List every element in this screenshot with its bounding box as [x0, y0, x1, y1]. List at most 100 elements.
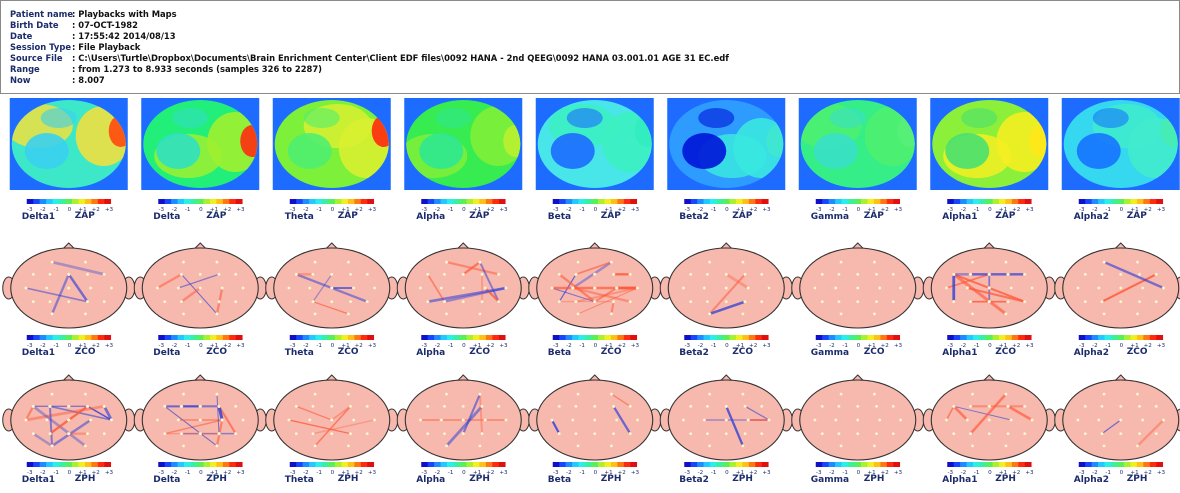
scale-tick: 0	[988, 343, 992, 349]
scale-swatch	[1123, 462, 1131, 467]
scale-swatch	[966, 335, 974, 340]
scale-tick: 0	[857, 470, 861, 476]
scale-swatch	[723, 462, 730, 467]
scale-swatch	[341, 199, 349, 204]
metric-label: ZAP	[995, 211, 1015, 221]
electrode	[872, 312, 877, 316]
electrode	[1022, 272, 1027, 277]
info-value: : 17:55:42 2014/08/13	[72, 31, 176, 41]
electrode	[162, 404, 167, 409]
connection-line	[479, 394, 483, 434]
scale-swatch	[998, 462, 1006, 467]
topographic-map	[930, 98, 1049, 190]
scale-swatch	[347, 462, 355, 467]
electrode	[635, 418, 640, 422]
scale-tick: +1	[604, 207, 613, 213]
electrode	[574, 299, 578, 304]
connectivity-head	[922, 242, 1056, 329]
scale-swatch	[434, 462, 441, 467]
scale-tick: -3	[553, 343, 559, 349]
scale-swatch	[716, 462, 724, 467]
scale-swatch	[229, 199, 237, 204]
scale-swatch	[684, 462, 692, 467]
electrode	[217, 404, 221, 409]
connection-line	[445, 405, 484, 447]
electrode	[1004, 260, 1008, 264]
electrode	[576, 444, 580, 448]
scale-tick: 0	[331, 470, 335, 476]
electrode	[504, 418, 508, 422]
scale-swatch	[597, 199, 605, 204]
scale-swatch	[761, 199, 769, 204]
scale-swatch	[947, 462, 955, 467]
electrode	[425, 431, 430, 436]
scale-swatch	[367, 199, 375, 204]
connectivity-head	[528, 242, 662, 329]
electrode	[1006, 431, 1010, 436]
connection-line	[427, 273, 446, 303]
color-scale: -3 -2 -1 0 +1 +2 +3 Alpha2 ZAP	[1074, 199, 1166, 222]
scale-swatch	[597, 462, 605, 467]
color-scale: -3 -2 -1 0 +1 +2 +3 Gamma ZAP	[811, 199, 903, 222]
scale-tick: 0	[725, 470, 729, 476]
scale-swatch	[735, 335, 743, 340]
electrode	[329, 286, 334, 290]
electrode	[872, 444, 877, 448]
scale-swatch	[960, 462, 967, 467]
scale-swatch	[815, 462, 823, 467]
electrode	[574, 404, 578, 409]
scale-tick: 0	[988, 470, 992, 476]
connectivity-head	[528, 374, 662, 461]
connection-line	[572, 286, 631, 303]
scale-swatch	[33, 199, 40, 204]
scale-tick: +3	[762, 343, 771, 349]
scale-tick: +3	[499, 207, 508, 213]
scale-tick: -1	[579, 207, 585, 213]
scale-tick: -3	[1079, 343, 1085, 349]
scale-tick: -2	[435, 343, 441, 349]
electrode	[233, 272, 238, 277]
electrode	[571, 286, 575, 290]
scale-tick: 0	[331, 343, 335, 349]
scale-swatch	[315, 335, 323, 340]
scale-swatch	[703, 462, 711, 467]
electrode	[891, 404, 896, 409]
band-label: Beta2	[679, 475, 709, 485]
scale-tick: -3	[947, 343, 953, 349]
scale-swatch	[992, 462, 1000, 467]
scale-swatch	[26, 199, 34, 204]
electrode	[461, 286, 466, 290]
scale-tick: -3	[421, 343, 427, 349]
scale-swatch	[703, 199, 711, 204]
topographic-map	[667, 98, 786, 190]
scale-swatch	[841, 462, 849, 467]
electrode	[707, 444, 712, 448]
color-scale: -3 -2 -1 0 +1 +2 +3 Delta1 ZPH	[22, 462, 114, 485]
electrode	[1097, 418, 1101, 422]
band-label: Alpha1	[942, 475, 977, 485]
electrode	[767, 418, 771, 422]
scale-swatch	[947, 335, 955, 340]
electrode	[592, 272, 597, 277]
electrode	[1118, 404, 1123, 409]
electrode	[874, 404, 879, 409]
scale-swatch	[485, 199, 493, 204]
scale-tick: -3	[290, 207, 296, 213]
electrode	[50, 392, 54, 396]
scale-swatch	[690, 462, 698, 467]
electrode	[480, 431, 484, 436]
scale-swatch	[222, 335, 230, 340]
electrode	[313, 392, 317, 396]
electrode	[724, 286, 729, 290]
scale-swatch	[867, 462, 875, 467]
electrode	[1102, 312, 1106, 316]
electrode	[839, 444, 843, 448]
metric-label: ZPH	[469, 474, 490, 484]
electrode	[496, 299, 501, 304]
scale-swatch	[697, 462, 704, 467]
scale-tick: -2	[303, 207, 309, 213]
electrode	[743, 404, 747, 409]
electrode	[480, 404, 484, 409]
scale-swatch	[854, 335, 862, 340]
scale-swatch	[453, 462, 461, 467]
